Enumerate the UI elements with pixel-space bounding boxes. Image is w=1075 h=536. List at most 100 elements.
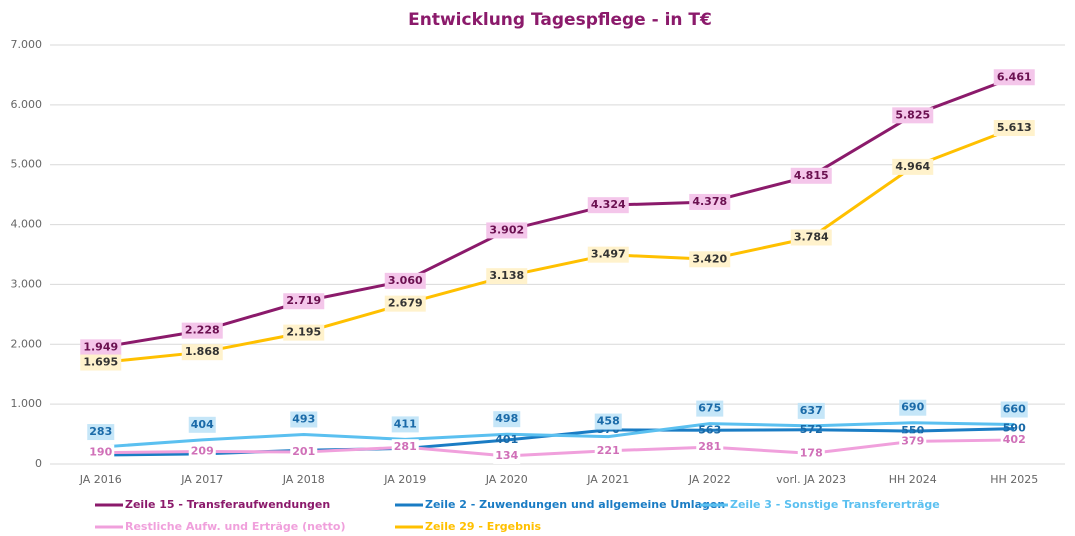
data-label-bg	[899, 433, 927, 450]
y-tick-label: 1.000	[11, 397, 43, 410]
data-label-bg	[181, 344, 223, 361]
data-label-bg	[1000, 431, 1028, 448]
x-tick-label: JA 2021	[586, 473, 629, 486]
data-label-bg	[384, 295, 426, 312]
data-label: 3.902	[489, 223, 524, 236]
data-label: 3.784	[794, 231, 829, 244]
data-label-bg	[391, 416, 419, 433]
y-tick-label: 5.000	[11, 158, 43, 171]
data-label: 5.825	[895, 108, 930, 121]
data-label: 2.195	[286, 326, 321, 339]
x-tick-label: JA 2019	[383, 473, 426, 486]
series-line	[100, 126, 1015, 365]
data-label-bg	[283, 324, 325, 341]
data-label: 134	[495, 449, 518, 462]
data-label: 283	[89, 425, 112, 438]
data-label: 2.228	[185, 324, 220, 337]
data-label-bg	[87, 444, 115, 461]
data-label: 458	[597, 415, 620, 428]
data-label: 660	[1003, 402, 1026, 415]
data-label: 3.060	[388, 274, 423, 287]
data-label-bg	[486, 222, 528, 239]
data-label-bg	[790, 229, 832, 246]
legend-label: Zeile 15 - Transferaufwendungen	[125, 498, 330, 511]
y-tick-label: 7.000	[11, 38, 43, 51]
x-tick-label: JA 2017	[180, 473, 223, 486]
y-tick-label: 4.000	[11, 218, 43, 231]
data-label: 493	[292, 412, 315, 425]
data-label: 590	[1003, 422, 1026, 435]
data-label-bg	[993, 69, 1035, 86]
data-label-bg	[587, 197, 629, 214]
data-label: 563	[698, 423, 721, 436]
series-line	[100, 438, 1015, 458]
y-tick-label: 6.000	[11, 98, 43, 111]
data-label: 4.815	[794, 169, 829, 182]
data-label-bg	[892, 107, 934, 124]
data-label-bg	[493, 411, 521, 428]
y-tick-label: 3.000	[11, 277, 43, 290]
x-tick-label: JA 2016	[79, 473, 122, 486]
data-label: 401	[495, 433, 518, 446]
data-label: 221	[597, 444, 620, 457]
data-label: 2.679	[388, 297, 423, 310]
data-label: 690	[901, 401, 924, 414]
data-label-bg	[899, 399, 927, 416]
data-label-bg	[1000, 401, 1028, 418]
chart-title: Entwicklung Tagespflege - in T€	[408, 10, 712, 30]
data-label-bg	[892, 158, 934, 175]
legend-label: Zeile 3 - Sonstige Transfererträge	[730, 498, 940, 511]
data-label: 379	[901, 434, 924, 447]
data-label-bg	[696, 439, 724, 456]
x-tick-label: HH 2024	[889, 473, 937, 486]
data-label: 404	[191, 418, 214, 431]
data-label: 4.324	[591, 198, 626, 211]
data-label: 3.420	[692, 252, 727, 265]
legend-label: Zeile 29 - Ergebnis	[425, 520, 542, 533]
x-tick-label: HH 2025	[990, 473, 1038, 486]
data-label: 637	[800, 404, 823, 417]
data-label-bg	[594, 442, 622, 459]
data-label-bg	[486, 268, 528, 285]
data-label: 2.719	[286, 294, 321, 307]
data-label: 411	[394, 417, 417, 430]
data-label-bg	[290, 443, 318, 460]
data-label-bg	[993, 120, 1035, 137]
data-label: 3.497	[591, 248, 626, 261]
data-label: 1.868	[185, 345, 220, 358]
data-label-bg	[594, 413, 622, 430]
data-label-bg	[181, 322, 223, 339]
data-label-bg	[790, 167, 832, 184]
legend-label: Zeile 2 - Zuwendungen und allgemeine Uml…	[425, 498, 725, 511]
data-label: 1.949	[83, 340, 118, 353]
data-label-bg	[188, 416, 216, 433]
data-label: 1.695	[83, 356, 118, 369]
data-label: 5.613	[997, 121, 1032, 134]
data-label: 281	[394, 440, 417, 453]
x-tick-label: JA 2018	[282, 473, 325, 486]
data-label: 572	[800, 423, 823, 436]
data-label: 675	[698, 402, 721, 415]
x-tick-label: vorl. JA 2023	[776, 473, 846, 486]
legend-label: Restliche Aufw. und Erträge (netto)	[125, 520, 346, 533]
series-line	[100, 421, 1015, 449]
data-label-bg	[689, 193, 731, 210]
series-line	[100, 75, 1015, 349]
data-label-bg	[384, 272, 426, 289]
data-label: 498	[495, 412, 518, 425]
data-label: 4.964	[895, 160, 930, 173]
data-label: 6.461	[997, 70, 1032, 83]
x-tick-label: JA 2020	[485, 473, 528, 486]
data-label: 178	[800, 446, 823, 459]
data-label-bg	[696, 400, 724, 417]
data-label-bg	[689, 251, 731, 268]
data-label-bg	[80, 339, 122, 356]
data-label: 209	[191, 444, 214, 457]
data-label-bg	[80, 354, 122, 371]
data-label: 201	[292, 445, 315, 458]
y-tick-label: 2.000	[11, 337, 43, 350]
data-label-bg	[188, 443, 216, 460]
data-label: 4.378	[692, 195, 727, 208]
data-label: 3.138	[489, 269, 524, 282]
